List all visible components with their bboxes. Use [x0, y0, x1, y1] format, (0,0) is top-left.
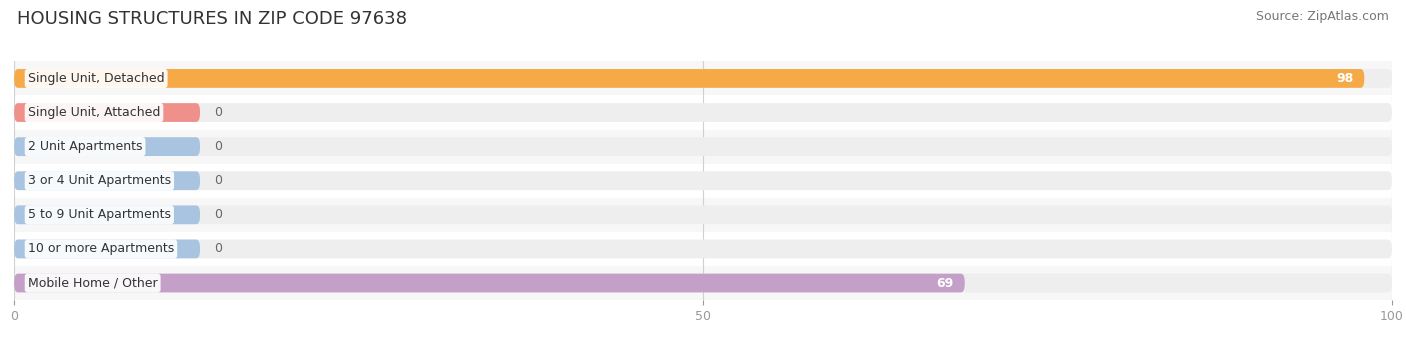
- Bar: [14, 95, 1392, 130]
- FancyBboxPatch shape: [14, 239, 200, 258]
- Bar: [14, 198, 1392, 232]
- FancyBboxPatch shape: [14, 137, 200, 156]
- FancyBboxPatch shape: [14, 239, 1392, 258]
- FancyBboxPatch shape: [14, 205, 200, 224]
- Text: Source: ZipAtlas.com: Source: ZipAtlas.com: [1256, 10, 1389, 23]
- Bar: [14, 130, 1392, 164]
- Text: 5 to 9 Unit Apartments: 5 to 9 Unit Apartments: [28, 208, 172, 221]
- Text: 0: 0: [214, 140, 222, 153]
- FancyBboxPatch shape: [14, 69, 1392, 88]
- Text: 10 or more Apartments: 10 or more Apartments: [28, 242, 174, 255]
- Bar: [14, 164, 1392, 198]
- Text: 3 or 4 Unit Apartments: 3 or 4 Unit Apartments: [28, 174, 172, 187]
- Text: Single Unit, Detached: Single Unit, Detached: [28, 72, 165, 85]
- FancyBboxPatch shape: [14, 69, 1364, 88]
- Bar: [14, 61, 1392, 95]
- Text: 0: 0: [214, 242, 222, 255]
- Text: 0: 0: [214, 174, 222, 187]
- Text: HOUSING STRUCTURES IN ZIP CODE 97638: HOUSING STRUCTURES IN ZIP CODE 97638: [17, 10, 406, 28]
- FancyBboxPatch shape: [14, 103, 200, 122]
- Text: Mobile Home / Other: Mobile Home / Other: [28, 277, 157, 290]
- FancyBboxPatch shape: [14, 172, 200, 190]
- FancyBboxPatch shape: [14, 205, 1392, 224]
- FancyBboxPatch shape: [14, 273, 1392, 292]
- Text: Single Unit, Attached: Single Unit, Attached: [28, 106, 160, 119]
- Text: 2 Unit Apartments: 2 Unit Apartments: [28, 140, 142, 153]
- Text: 0: 0: [214, 106, 222, 119]
- Text: 0: 0: [214, 208, 222, 221]
- FancyBboxPatch shape: [14, 273, 965, 292]
- Text: 69: 69: [936, 277, 953, 290]
- FancyBboxPatch shape: [14, 172, 1392, 190]
- Text: 98: 98: [1336, 72, 1354, 85]
- FancyBboxPatch shape: [14, 137, 1392, 156]
- FancyBboxPatch shape: [14, 103, 1392, 122]
- Bar: [14, 232, 1392, 266]
- Bar: [14, 266, 1392, 300]
